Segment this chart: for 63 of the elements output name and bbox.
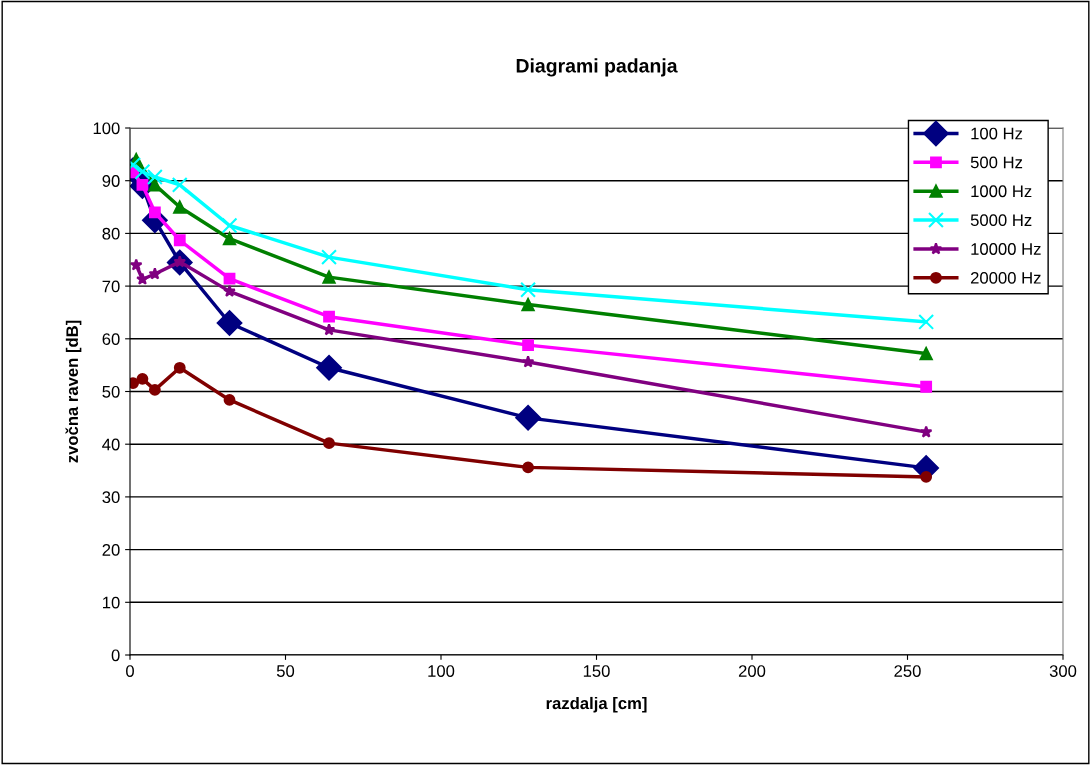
point (520, 281, 537, 298)
point (134, 163, 151, 180)
point (522, 339, 534, 352)
point (918, 313, 935, 330)
point (521, 297, 535, 312)
point (148, 206, 161, 219)
point (130, 258, 143, 271)
y-tick-label: 60 (102, 333, 120, 345)
legend-label: 5000 Hz (970, 214, 1032, 227)
legend-label: 20000 Hz (970, 271, 1041, 284)
point (173, 361, 186, 374)
y-tick-label: 30 (102, 491, 120, 504)
legend-label: 1000 Hz (971, 185, 1032, 198)
y-tick-label: 40 (102, 438, 120, 451)
point (322, 323, 336, 336)
x-tick-label: 100 (428, 665, 455, 677)
legend-label: 100 Hz (971, 127, 1023, 140)
legend-label: 500 Hz (970, 156, 1023, 169)
point (920, 470, 933, 483)
point (136, 272, 149, 285)
point (223, 272, 236, 285)
y-tick-label: 90 (102, 175, 120, 187)
point (223, 394, 236, 406)
x-tick-label: 150 (583, 665, 610, 677)
x-axis-title: razdalja [cm] (546, 696, 647, 713)
point (221, 217, 238, 234)
point (919, 346, 933, 361)
point (171, 176, 188, 193)
x-tick-label: 0 (126, 665, 134, 677)
point (148, 178, 162, 192)
point (146, 169, 163, 185)
point (521, 355, 535, 368)
y-tick-label: 80 (102, 227, 120, 240)
x-tick-label: 200 (738, 665, 766, 677)
legend-label: 10000 Hz (971, 243, 1041, 255)
point (323, 437, 335, 450)
point (136, 372, 149, 385)
point (173, 234, 186, 247)
point (316, 354, 342, 381)
y-tick-label: 0 (111, 649, 120, 662)
point (223, 284, 236, 297)
y-tick-label: 20 (102, 544, 120, 556)
point (323, 310, 335, 323)
y-tick-label: 50 (102, 385, 120, 398)
point (173, 200, 187, 214)
point (522, 461, 534, 474)
chart-title: Diagrami padanja (516, 58, 678, 77)
y-tick-label: 100 (93, 122, 120, 135)
y-tick-label: 10 (103, 596, 120, 609)
point (919, 425, 933, 438)
point (322, 270, 336, 284)
point (148, 384, 161, 396)
point (222, 232, 237, 246)
point (920, 380, 933, 393)
point (148, 267, 162, 280)
point (321, 249, 338, 266)
y-axis-title: zvočna raven [dB] (65, 320, 82, 463)
x-tick-label: 300 (1049, 665, 1077, 677)
point (515, 405, 541, 431)
y-tick-label: 70 (102, 280, 120, 293)
x-tick-label: 250 (894, 665, 921, 677)
x-tick-label: 50 (276, 665, 295, 677)
point (216, 310, 243, 336)
